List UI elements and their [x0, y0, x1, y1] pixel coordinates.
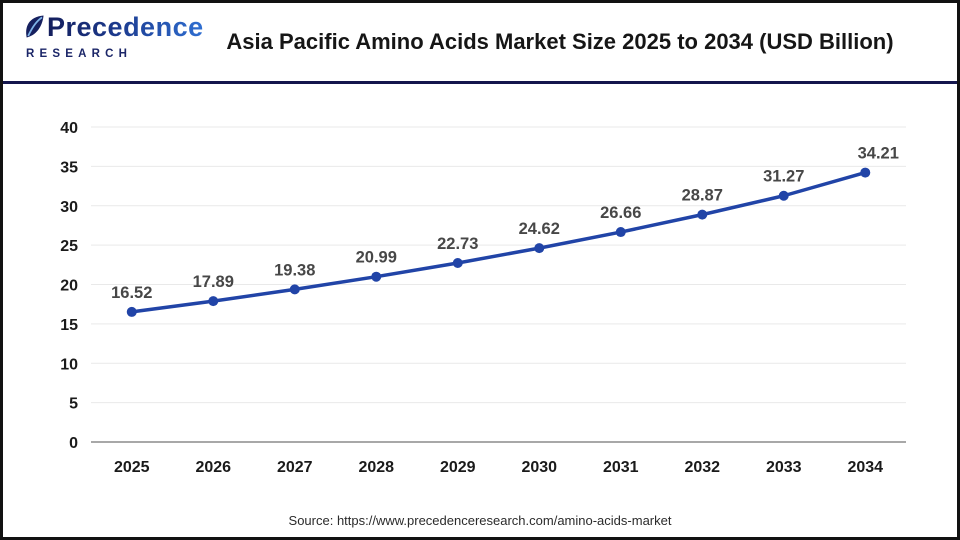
y-tick-label: 15: [60, 317, 78, 334]
data-point: [860, 167, 871, 178]
y-tick-label: 40: [60, 120, 78, 137]
data-point: [126, 306, 137, 317]
data-label: 26.66: [600, 204, 641, 222]
y-tick-label: 20: [60, 278, 78, 295]
data-label: 17.89: [193, 273, 234, 291]
data-point: [534, 243, 545, 254]
source-caption: Source: https://www.precedenceresearch.c…: [288, 513, 672, 528]
y-tick-label: 5: [69, 396, 78, 413]
x-tick-label: 2027: [277, 459, 313, 476]
x-tick-label: 2026: [195, 459, 231, 476]
y-tick-label: 30: [60, 199, 78, 216]
data-point: [289, 284, 300, 295]
data-label: 24.62: [519, 220, 560, 238]
data-label: 22.73: [437, 235, 478, 253]
data-label: 20.99: [356, 249, 397, 267]
data-label: 19.38: [274, 261, 315, 279]
logo-name-text: Precedence: [47, 12, 204, 42]
y-tick-label: 0: [69, 435, 78, 452]
data-label: 28.87: [682, 187, 723, 205]
x-tick-label: 2031: [603, 459, 639, 476]
data-point: [452, 258, 463, 269]
logo-subtitle-text: RESEARCH: [26, 48, 133, 60]
x-tick-label: 2025: [114, 459, 150, 476]
x-tick-label: 2034: [847, 459, 883, 476]
chart-title: Asia Pacific Amino Acids Market Size 202…: [226, 29, 894, 54]
data-label: 31.27: [763, 168, 804, 186]
data-point: [371, 271, 382, 282]
data-point: [697, 209, 708, 220]
x-tick-label: 2029: [440, 459, 476, 476]
y-tick-label: 10: [60, 356, 78, 373]
data-point: [615, 227, 626, 238]
leaf-icon: [23, 13, 45, 45]
x-tick-label: 2030: [521, 459, 557, 476]
data-point: [208, 296, 219, 307]
x-tick-label: 2033: [766, 459, 802, 476]
y-tick-label: 35: [60, 159, 78, 176]
header: Precedence RESEARCH Asia Pacific Amino A…: [3, 3, 957, 81]
data-label: 16.52: [111, 284, 152, 302]
x-tick-label: 2028: [358, 459, 394, 476]
trend-line: [130, 170, 867, 314]
x-tick-label: 2032: [684, 459, 720, 476]
y-tick-label: 25: [60, 238, 78, 255]
logo-wordmark: Precedence: [23, 14, 204, 45]
data-point: [778, 190, 789, 201]
precedence-research-logo: Precedence RESEARCH: [23, 14, 204, 61]
header-divider: [3, 81, 957, 84]
data-label: 34.21: [858, 145, 899, 163]
